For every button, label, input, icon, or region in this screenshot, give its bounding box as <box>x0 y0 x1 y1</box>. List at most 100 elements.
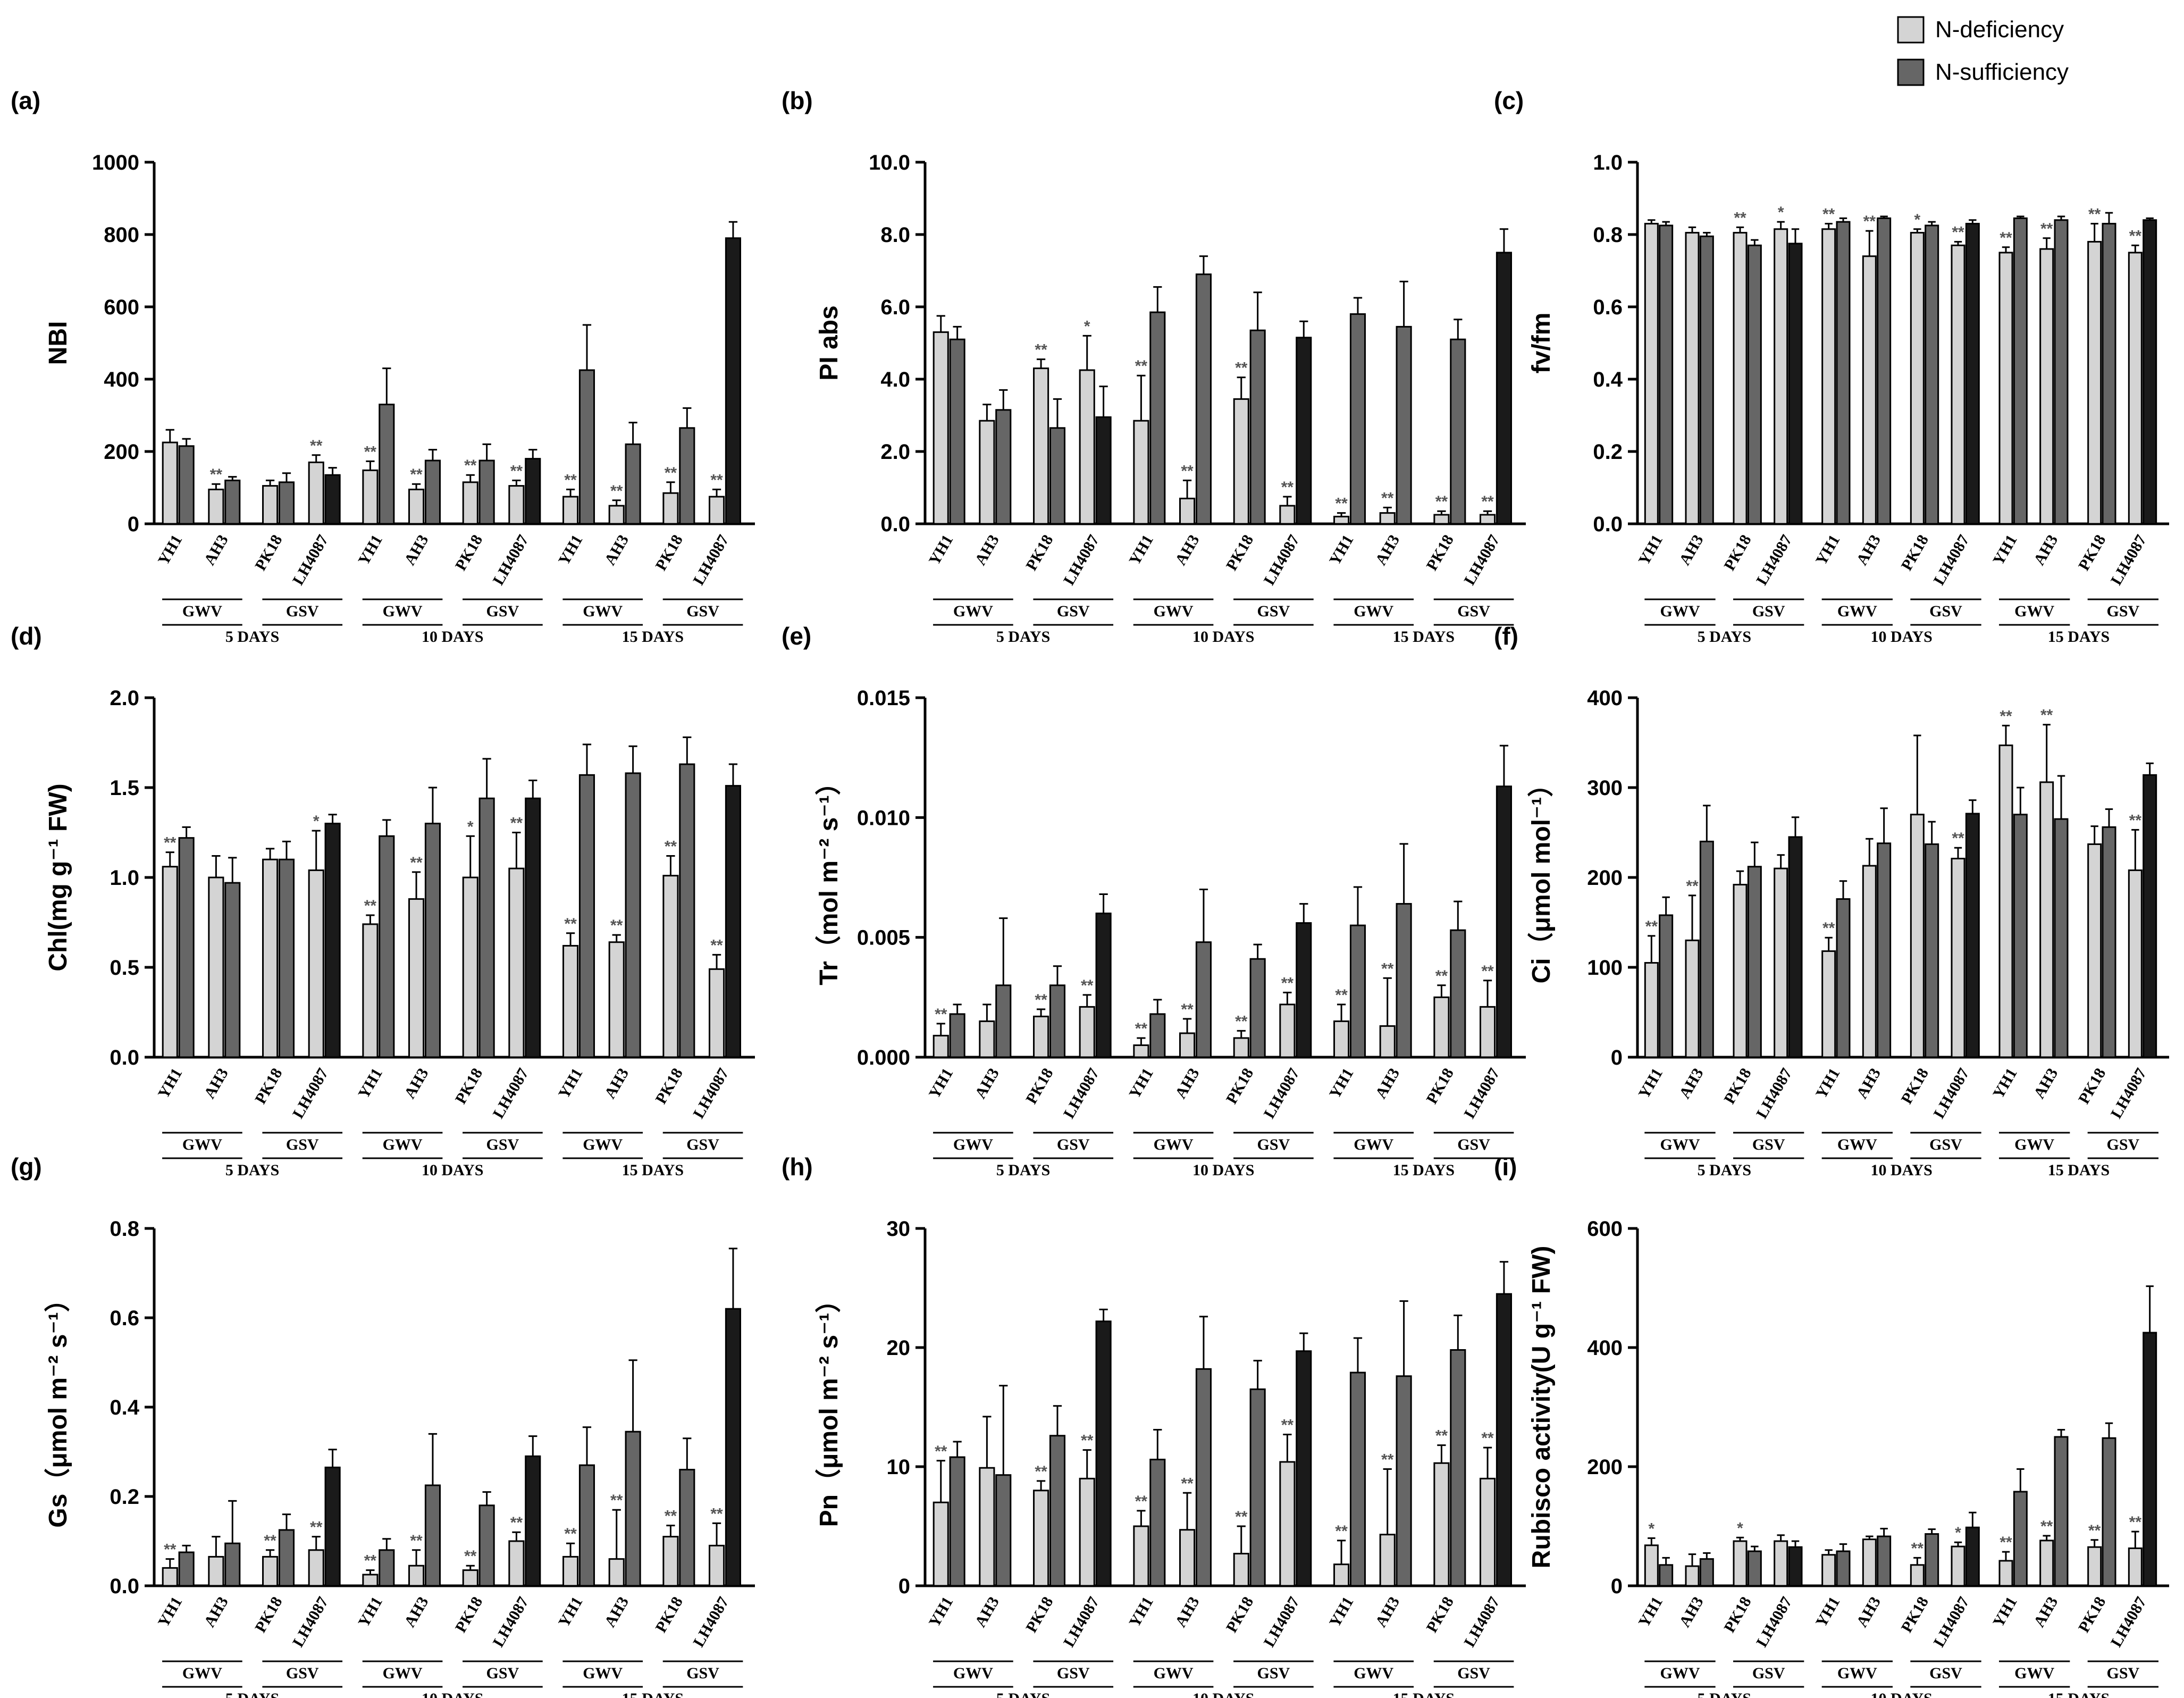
bar-n-deficiency <box>1179 1529 1196 1587</box>
group-label: GSV <box>1057 1664 1090 1682</box>
significance-marker: ** <box>264 1532 276 1550</box>
bar-n-sufficiency <box>424 459 441 525</box>
variety-label: AH3 <box>401 532 432 568</box>
group-label: GSV <box>486 603 519 620</box>
variety-label: AH3 <box>1372 1594 1404 1630</box>
y-tick-label: 200 <box>1587 866 1623 890</box>
significance-marker: * <box>1778 204 1784 221</box>
significance-marker: ** <box>2040 1518 2053 1535</box>
group-label: GSV <box>486 1664 519 1682</box>
variety-label: LH4087 <box>690 1594 732 1650</box>
group-label: GSV <box>686 1136 719 1153</box>
variety-label: PK18 <box>2075 1065 2109 1107</box>
bar-n-deficiency <box>162 441 178 525</box>
variety-label: PK18 <box>452 1065 486 1107</box>
significance-marker: ** <box>1335 1523 1348 1540</box>
variety-label: YH1 <box>1635 532 1666 568</box>
group-label: GWV <box>182 603 222 620</box>
significance-marker: ** <box>1335 495 1348 513</box>
bar-n-sufficiency <box>1296 337 1312 525</box>
bar-n-sufficiency <box>1836 898 1851 1058</box>
variety-label: AH3 <box>2030 1594 2062 1630</box>
group-label: GSV <box>1929 1664 1962 1682</box>
group-label: GSV <box>286 603 319 620</box>
significance-marker: ** <box>1281 1417 1294 1434</box>
group-label: GSV <box>2106 1664 2139 1682</box>
bar-n-sufficiency <box>995 984 1012 1058</box>
group-label: GSV <box>1929 1136 1962 1153</box>
significance-marker: ** <box>1035 991 1047 1009</box>
bar-n-deficiency <box>1685 232 1700 525</box>
variety-label: AH3 <box>1372 1065 1404 1101</box>
variety-label: YH1 <box>1125 532 1157 568</box>
bar-n-sufficiency <box>178 445 195 525</box>
variety-label: LH4087 <box>1261 1065 1303 1122</box>
variety-label: YH1 <box>1635 1594 1666 1630</box>
significance-marker: ** <box>410 466 423 483</box>
period-label: 5 DAYS <box>225 1690 279 1698</box>
significance-marker: ** <box>2088 1522 2101 1540</box>
bar-n-deficiency <box>362 469 379 525</box>
bar-n-deficiency <box>308 461 324 525</box>
significance-marker: ** <box>1081 1432 1094 1450</box>
variety-label: PK18 <box>1223 532 1257 574</box>
bar-n-deficiency <box>2039 781 2054 1058</box>
period-label: 10 DAYS <box>1870 1161 1932 1179</box>
variety-label: LH4087 <box>690 1065 732 1122</box>
bar-n-deficiency <box>708 496 725 525</box>
bar-n-deficiency <box>1910 814 1925 1058</box>
bar-n-deficiency <box>362 923 379 1058</box>
bar-n-deficiency <box>1279 1461 1296 1587</box>
bar-n-deficiency <box>1821 228 1836 525</box>
bar-n-sufficiency <box>1049 984 1066 1058</box>
group-label: GWV <box>953 603 993 620</box>
significance-marker: ** <box>1181 1475 1194 1492</box>
bar-n-deficiency <box>1079 369 1095 525</box>
bar-n-deficiency <box>1079 1006 1095 1058</box>
y-tick-label: 2.0 <box>110 687 139 710</box>
group-label: GSV <box>1929 603 1962 620</box>
chart-i: (i) Rubisco activity(U g⁻¹ FW) 0 200 400 600 *… <box>1494 1153 2169 1698</box>
bar-n-sufficiency <box>949 338 965 525</box>
bar-n-deficiency <box>979 420 995 525</box>
significance-marker: ** <box>1335 986 1348 1004</box>
group-label: GWV <box>1660 603 1700 620</box>
significance-marker: ** <box>2000 707 2012 725</box>
variety-label: AH3 <box>971 1594 1003 1630</box>
bar-n-deficiency <box>162 1567 178 1587</box>
bar-n-deficiency <box>1133 420 1149 525</box>
variety-label: PK18 <box>652 1065 686 1107</box>
variety-label: AH3 <box>1853 1594 1884 1630</box>
bar-n-deficiency <box>2128 252 2143 525</box>
y-tick-label: 10 <box>887 1456 911 1479</box>
bar-n-sufficiency <box>1788 836 1803 1058</box>
group-label: GSV <box>1257 603 1290 620</box>
bar-n-deficiency <box>308 1549 324 1587</box>
variety-label: PK18 <box>1022 1594 1056 1636</box>
bar-n-deficiency <box>2087 241 2102 525</box>
variety-label: LH4087 <box>1060 1594 1103 1650</box>
variety-label: AH3 <box>1172 1065 1203 1101</box>
bar-n-deficiency <box>933 1501 949 1587</box>
bar-n-deficiency <box>1133 1525 1149 1587</box>
y-tick-label: 800 <box>104 223 139 247</box>
significance-marker: ** <box>1822 919 1835 937</box>
group-label: GWV <box>2014 1136 2054 1153</box>
significance-marker: ** <box>464 457 477 474</box>
bar-n-sufficiency <box>1965 223 1980 525</box>
group-label: GSV <box>1257 1136 1290 1153</box>
bar-n-sufficiency <box>578 774 595 1058</box>
period-label: 15 DAYS <box>622 1690 684 1698</box>
variety-label: PK18 <box>1022 532 1056 574</box>
bar-n-sufficiency <box>1195 941 1212 1058</box>
bar-n-sufficiency <box>1659 1564 1674 1587</box>
significance-marker: ** <box>1435 1427 1448 1445</box>
significance-marker: ** <box>164 834 177 852</box>
bar-n-deficiency <box>1433 996 1450 1058</box>
bar-n-sufficiency <box>1296 922 1312 1058</box>
variety-label: AH3 <box>601 1594 633 1630</box>
period-label: 10 DAYS <box>422 1161 483 1179</box>
variety-label: LH4087 <box>2107 532 2150 588</box>
chart-a: (a) NBI 0 200 400 600 800 1000 YH1 ** AH3 PK18 ** LH4… <box>11 87 755 646</box>
